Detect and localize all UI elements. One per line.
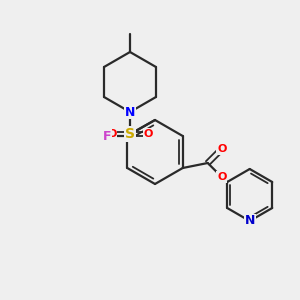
Text: O: O [107, 129, 117, 139]
Text: N: N [244, 214, 255, 227]
Text: N: N [125, 106, 135, 118]
Text: S: S [125, 127, 135, 141]
Text: O: O [217, 144, 226, 154]
Text: F: F [103, 130, 112, 142]
Text: O: O [143, 129, 153, 139]
Text: O: O [217, 172, 226, 182]
